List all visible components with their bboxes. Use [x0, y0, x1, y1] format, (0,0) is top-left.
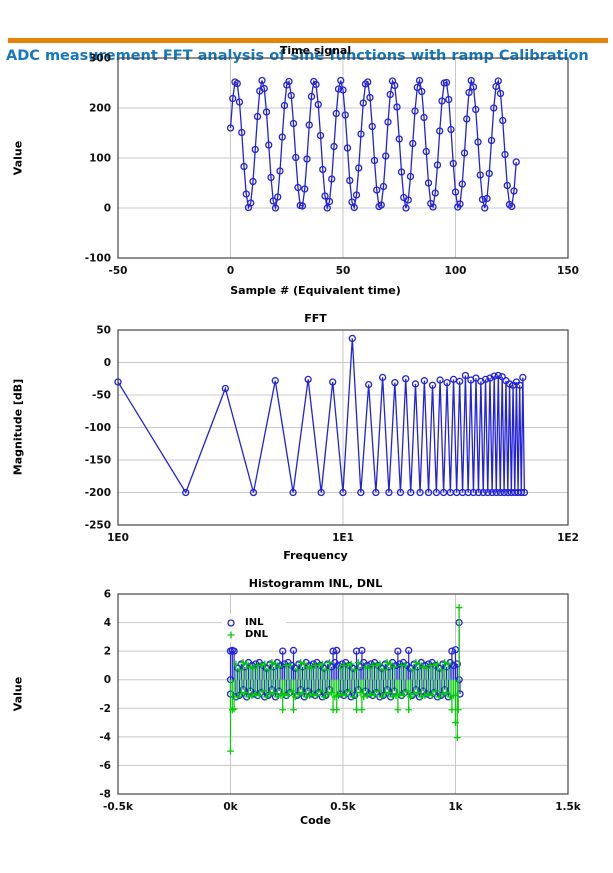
svg-text:6: 6 — [104, 589, 111, 601]
svg-text:1E2: 1E2 — [557, 532, 579, 544]
x-axis-label-inl-dnl: Code — [300, 814, 331, 827]
svg-text:0: 0 — [227, 265, 234, 277]
svg-text:2: 2 — [104, 646, 111, 658]
svg-text:200: 200 — [89, 103, 111, 115]
svg-text:150: 150 — [557, 265, 579, 277]
dnl-plus-marker-icon — [227, 631, 235, 638]
fft-chart: FFT Magnitude [dB] 1E0 1E1 1E2 -250 -200 -150… — [0, 303, 613, 568]
svg-text:-2: -2 — [99, 703, 111, 715]
svg-text:0k: 0k — [223, 801, 238, 813]
inl-circle-marker-icon — [227, 618, 235, 627]
inl-dnl-chart: Histogramm INL, DNL Value -0.5k 0k 0.5k 1k 1… — [0, 568, 613, 835]
legend-row-inl: INL — [224, 617, 286, 628]
svg-text:-0.5k: -0.5k — [103, 801, 134, 813]
svg-text:-150: -150 — [85, 455, 111, 467]
x-axis-label-fft: Frequency — [283, 549, 348, 562]
legend-row-dnl: DNL — [224, 629, 286, 640]
chart-title-time-signal: Time signal — [279, 44, 352, 57]
svg-text:1E0: 1E0 — [107, 532, 129, 544]
fft-plot: 1E0 1E1 1E2 -250 -200 -150 -100 -50 0 50 — [85, 325, 579, 545]
inl-dnl-plot: -0.5k 0k 0.5k 1k 1.5k -8 -6 -4 -2 0 2 4 6 — [99, 589, 582, 814]
svg-text:0: 0 — [104, 203, 111, 215]
x-axis-label-time-signal: Sample # (Equivalent time) — [230, 284, 401, 297]
svg-text:-4: -4 — [99, 731, 111, 743]
svg-text:-250: -250 — [85, 520, 111, 532]
svg-text:100: 100 — [445, 265, 467, 277]
inl-dnl-legend: INL DNL — [222, 614, 286, 643]
page-title: ADC measurement FFT analysis of sine fun… — [6, 48, 589, 64]
legend-label-dnl: DNL — [245, 628, 269, 640]
svg-text:-8: -8 — [99, 789, 111, 801]
svg-text:-6: -6 — [99, 760, 111, 772]
svg-text:4: 4 — [104, 617, 111, 629]
svg-text:300: 300 — [89, 53, 111, 65]
chart-title-fft: FFT — [304, 312, 327, 325]
svg-text:-100: -100 — [85, 422, 111, 434]
svg-text:-200: -200 — [85, 487, 111, 499]
svg-text:0: 0 — [104, 357, 111, 369]
svg-text:100: 100 — [89, 153, 111, 165]
svg-text:1.5k: 1.5k — [555, 801, 582, 813]
legend-label-inl: INL — [245, 616, 264, 628]
time-signal-plot: -50 0 50 100 150 -100 0 100 200 300 — [85, 53, 579, 278]
svg-text:0.5k: 0.5k — [330, 801, 357, 813]
svg-text:1k: 1k — [448, 801, 463, 813]
svg-text:50: 50 — [96, 325, 111, 337]
svg-text:-50: -50 — [92, 390, 111, 402]
time-signal-chart: Time signal Value -50 0 50 100 150 -100 0 100 20… — [0, 38, 613, 303]
svg-text:0: 0 — [104, 674, 111, 686]
svg-text:-100: -100 — [85, 253, 111, 265]
chart-title-inl-dnl: Histogramm INL, DNL — [248, 577, 383, 590]
top-accent-bar — [8, 38, 608, 43]
svg-text:-50: -50 — [109, 265, 128, 277]
svg-text:50: 50 — [336, 265, 351, 277]
svg-text:1E1: 1E1 — [332, 532, 354, 544]
